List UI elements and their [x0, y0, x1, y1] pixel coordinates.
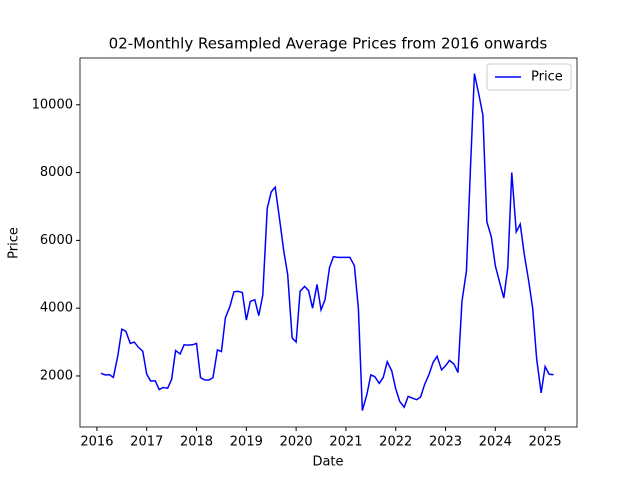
x-tick-label: 2023: [429, 435, 462, 450]
y-tick-label: 4000: [40, 301, 73, 316]
x-tick-label: 2017: [130, 435, 163, 450]
x-tick-label: 2022: [379, 435, 412, 450]
legend-label: Price: [531, 70, 563, 85]
x-tick-label: 2018: [180, 435, 213, 450]
y-tick-label: 6000: [40, 233, 73, 248]
x-tick-label: 2021: [329, 435, 362, 450]
x-tick-label: 2020: [280, 435, 313, 450]
x-tick-label: 2025: [529, 435, 562, 450]
x-axis-label: Date: [312, 455, 343, 470]
line: [100, 73, 554, 411]
y-axis-label: Price: [7, 227, 22, 259]
plot-frame: [79, 57, 578, 428]
x-tick-label: 2024: [479, 435, 512, 450]
x-tick-label: 2019: [230, 435, 263, 450]
legend-box: [486, 63, 572, 91]
x-tick-label: 2016: [80, 435, 113, 450]
y-tick-label: 10000: [32, 97, 73, 112]
chart-title: 02-Monthly Resampled Average Prices from…: [109, 35, 548, 53]
y-tick-label: 2000: [40, 368, 73, 383]
y-tick-label: 8000: [40, 165, 73, 180]
